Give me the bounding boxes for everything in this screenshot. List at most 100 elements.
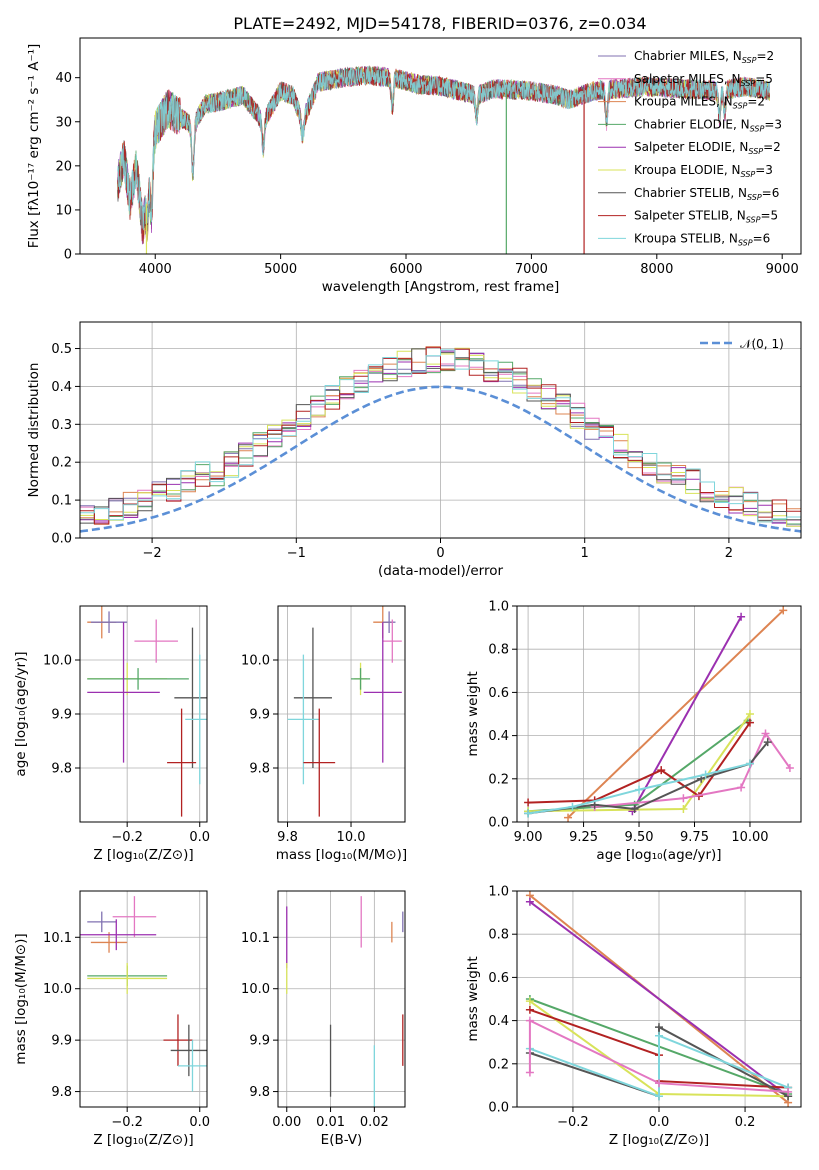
- weight_vs_age-marker-kroupa_stelib: [635, 785, 644, 794]
- age_vs_Z-frame: [79, 605, 208, 823]
- weight_vs_age-panel: 9.00 9.25 9.50 9.75 10.00 0.0 0.2 0.4 0.6 0.8 1.0 a…: [465, 600, 802, 863]
- weight_vs_Z-marker-salpeter_miles: [655, 1079, 663, 1088]
- weight_vs_age-plot-area: [517, 606, 801, 822]
- weight_vs_Z-line-salpeter_miles: [528, 1019, 789, 1093]
- weight_vs_age-marker-kroupa_miles: [779, 606, 788, 615]
- mass_vs_ebv-frame: [277, 890, 406, 1108]
- weight_vs_Z-frame: [516, 890, 802, 1108]
- legend-nssp: 2: [767, 49, 775, 63]
- legend-equals: =: [760, 209, 770, 223]
- legend-subscript: SSP: [747, 193, 762, 202]
- legend-subscript: SSP: [741, 79, 756, 88]
- legend-subscript: SSP: [746, 216, 761, 225]
- spectrum-xtick-label: 5000: [264, 262, 297, 277]
- histogram-kroupa_stelib: [80, 349, 801, 538]
- spectrum-panel: 4000 5000 6000 7000 8000 9000 0 10 20 30 40 wavelen…: [26, 37, 802, 295]
- residuals-xtick-label: −1: [287, 546, 306, 561]
- residuals-xtick-label: 2: [725, 546, 733, 561]
- weight_vs_Z-line-kroupa_stelib: [529, 1034, 789, 1098]
- mass_vs_Z-point-salpeter_elodie: [80, 919, 157, 951]
- legend-equals: =: [755, 163, 765, 177]
- weight_vs_Z-marker-salpeter_miles: [525, 1016, 534, 1025]
- weight_vs_Z-ytick-label: 0.4: [488, 1014, 509, 1029]
- weight_vs_age-series-kroupa_miles: [564, 606, 788, 822]
- residuals-xtick-label: −2: [143, 546, 162, 561]
- legend-name: Kroupa STELIB, N: [634, 231, 738, 245]
- legend-nssp: 5: [765, 72, 773, 86]
- weight_vs_age-ytick-label: 0.0: [488, 816, 509, 831]
- weight_vs_Z-xlabel: Z [log₁₀(Z/Z⊙)]: [609, 1132, 709, 1148]
- mass_vs_Z-ylabel: mass [log₁₀(M/M⊙)]: [13, 933, 29, 1064]
- weight_vs_age-marker-kroupa_elodie: [745, 710, 754, 718]
- age_vs_Z-ylabel: age [log₁₀(age/yr)]: [13, 651, 29, 776]
- weight_vs_age-marker-salpeter_miles: [761, 729, 770, 738]
- mass_vs_Z-plot-area: [80, 891, 207, 1107]
- weight_vs_Z-marker-salpeter_miles: [525, 1068, 534, 1077]
- spectrum-xtick-label: 6000: [389, 262, 422, 277]
- weight_vs_age-line-salpeter_miles: [594, 731, 791, 808]
- legend-name: Salpeter MILES, N: [634, 72, 741, 86]
- residuals-frame: [79, 321, 802, 539]
- weight_vs_Z-xtick-label: 0.0: [649, 1115, 670, 1130]
- mass_vs_Z-panel: −0.2 0.0 9.8 9.9 10.0 10.1 Z [log₁₀(Z/Z⊙)] mass…: [13, 890, 210, 1148]
- age_vs_Z-point-chabrier_stelib: [174, 627, 207, 768]
- age_vs_Z-point-salpeter_elodie: [87, 622, 160, 763]
- legend-label-salpeter_miles: Salpeter MILES, NSSP=5: [634, 72, 773, 88]
- weight_vs_Z-ytick-label: 0.6: [488, 971, 509, 986]
- weight_vs_age-xlabel: age [log₁₀(age/yr)]: [596, 847, 721, 863]
- age_vs_mass-ytick-label: 10.0: [241, 654, 270, 669]
- weight_vs_age-ytick-label: 0.4: [488, 729, 509, 744]
- age_vs_mass-point-chabrier_elodie: [351, 668, 371, 690]
- legend-nssp: 3: [765, 163, 773, 177]
- legend-nssp: 2: [773, 140, 781, 154]
- legend-label-salpeter_stelib: Salpeter STELIB, NSSP=5: [634, 209, 778, 225]
- weight_vs_age-ytick-label: 1.0: [488, 600, 509, 615]
- legend-label-normal: 𝒩(0, 1): [740, 337, 784, 351]
- residuals-ytick-label: 0.3: [51, 418, 72, 433]
- weight_vs_age-marker-kroupa_miles: [564, 813, 573, 822]
- weight_vs_age-marker-salpeter_stelib: [524, 798, 533, 807]
- legend-equals: =: [753, 231, 763, 245]
- weight_vs_age-marker-kroupa_stelib: [701, 770, 710, 779]
- weight_vs_age-xtick-label: 9.25: [569, 830, 598, 845]
- weight_vs_age-ytick-label: 0.2: [488, 772, 509, 787]
- weight_vs_Z-marker-salpeter_elodie: [525, 897, 534, 906]
- weight_vs_age-marker-salpeter_miles: [785, 764, 794, 772]
- residuals-ytick-label: 0.2: [51, 456, 72, 471]
- age_vs_Z-point-salpeter_miles: [134, 619, 178, 663]
- mass_vs_ebv-ytick-label: 10.0: [241, 982, 270, 997]
- age_vs_mass-xtick-label: 9.8: [277, 830, 298, 845]
- age_vs_Z-xtick-label: −0.2: [111, 830, 143, 845]
- age_vs_mass-ytick-label: 9.8: [249, 762, 270, 777]
- legend-equals: =: [747, 95, 757, 109]
- age_vs_Z-ytick-label: 10.0: [43, 654, 72, 669]
- mass_vs_ebv-xtick-label: 0.02: [360, 1115, 389, 1130]
- age_vs_Z-point-chabrier_miles: [90, 611, 128, 633]
- age_vs_mass-panel: 9.8 10.0 9.8 9.9 10.0 mass [log₁₀(M/M⊙)]: [241, 605, 407, 863]
- weight_vs_Z-ytick-label: 0.2: [488, 1057, 509, 1072]
- residuals-ytick-label: 0.5: [51, 342, 72, 357]
- legend-equals: =: [756, 49, 766, 63]
- mass_vs_ebv-ytick-label: 9.8: [249, 1085, 270, 1100]
- weight_vs_Z-ytick-label: 0.0: [488, 1101, 509, 1116]
- age_vs_mass-point-chabrier_stelib: [293, 627, 332, 768]
- weight_vs_age-marker-chabrier_stelib: [630, 805, 639, 814]
- spectrum-frame: [79, 37, 802, 255]
- legend-subscript: SSP: [741, 170, 756, 179]
- mass_vs_ebv-xlabel: E(B-V): [321, 1132, 363, 1148]
- weight_vs_age-marker-kroupa_stelib: [568, 802, 577, 811]
- legend-label-salpeter_elodie: Salpeter ELODIE, NSSP=2: [634, 140, 781, 156]
- age_vs_Z-plot-area: [80, 606, 207, 822]
- mass_vs_Z-ytick-label: 10.0: [43, 982, 72, 997]
- age_vs_Z-xlabel: Z [log₁₀(Z/Z⊙)]: [93, 847, 193, 863]
- normal-curve: [80, 385, 801, 533]
- legend-name: Chabrier STELIB, N: [634, 186, 747, 200]
- age_vs_Z-panel: −0.2 0.0 9.8 9.9 10.0 Z [log₁₀(Z/Z⊙)] age [log…: [13, 605, 210, 863]
- spectrum-ytick-label: 40: [55, 71, 72, 86]
- age_vs_mass-ytick-label: 9.9: [249, 708, 270, 723]
- legend-subscript: SSP: [742, 56, 757, 65]
- weight_vs_age-marker-salpeter_stelib: [745, 718, 754, 727]
- mass_vs_Z-point-chabrier_miles: [87, 911, 117, 933]
- mass_vs_Z-ytick-label: 9.8: [51, 1085, 72, 1100]
